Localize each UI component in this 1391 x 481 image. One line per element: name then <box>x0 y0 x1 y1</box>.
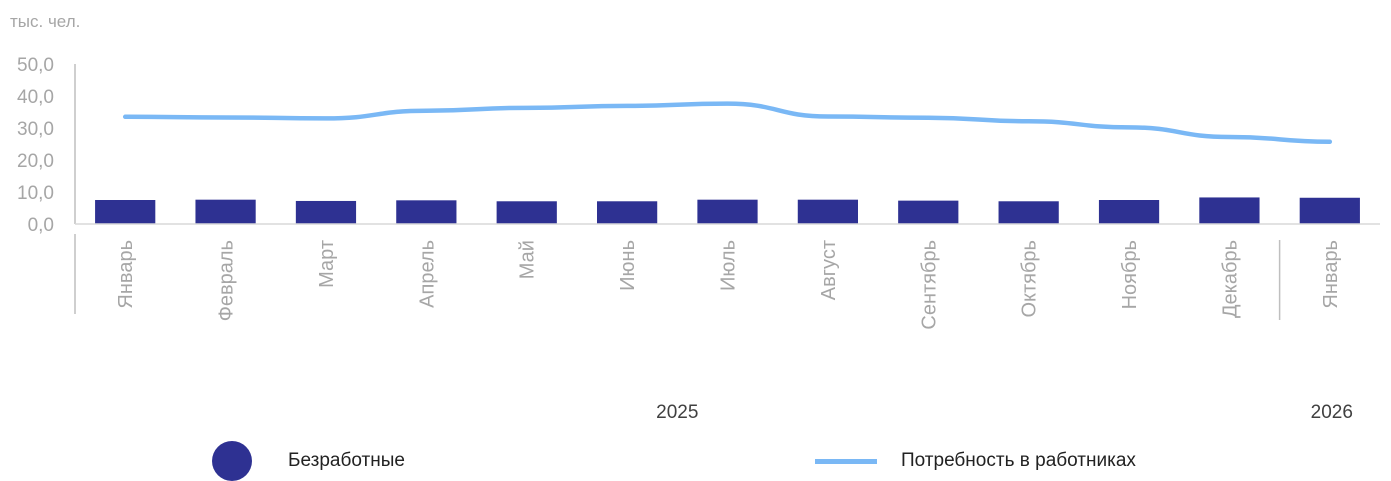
bar-unemployed <box>697 199 758 224</box>
x-category-label: Март <box>316 240 338 288</box>
x-category-label: Май <box>517 240 539 279</box>
bar-unemployed <box>998 201 1059 224</box>
bar-unemployed <box>1098 200 1160 224</box>
line-demand-point <box>1329 141 1331 143</box>
line-demand-point <box>1028 120 1030 122</box>
x-category-label: Октябрь <box>1019 240 1041 318</box>
legend-label-unemployed: Безработные <box>288 450 405 471</box>
y-tick-label: 20,0 <box>17 151 54 172</box>
bar-unemployed <box>496 201 557 224</box>
y-tick-label: 10,0 <box>17 183 54 204</box>
line-demand-point <box>1228 136 1230 138</box>
x-category-label: Апрель <box>416 240 438 308</box>
x-category-label: Сентябрь <box>918 240 940 330</box>
line-demand-point <box>425 110 427 112</box>
line-demand-point <box>1128 126 1130 128</box>
legend-item-unemployed: Безработные <box>212 441 405 481</box>
legend-swatch-demand <box>815 458 877 464</box>
y-tick-label: 30,0 <box>17 119 54 140</box>
x-category-label: Февраль <box>216 240 238 321</box>
x-category-label: Ноябрь <box>1119 240 1141 309</box>
line-demand-point <box>124 116 126 118</box>
y-tick-label: 40,0 <box>17 87 54 108</box>
x-category-label: Июль <box>718 240 740 291</box>
year-group-label: 2026 <box>1311 402 1353 423</box>
y-axis-unit-label: тыс. чел. <box>10 12 81 31</box>
line-demand-point <box>927 117 929 119</box>
bar-unemployed <box>898 200 959 224</box>
x-category-label: Июнь <box>617 240 639 291</box>
combo-chart: 0,0 10,0 20,0 30,0 40,0 50,0 Январь Февраль Март… <box>17 55 1380 423</box>
x-category-label: Декабрь <box>1219 240 1241 318</box>
bar-unemployed <box>597 201 658 224</box>
x-category-label: Январь <box>115 240 137 309</box>
line-demand-point <box>626 105 628 107</box>
bar-unemployed <box>396 200 457 224</box>
bar-unemployed <box>797 199 858 224</box>
bar-unemployed <box>1199 197 1260 224</box>
line-demand-point <box>526 107 528 109</box>
legend-item-demand: Потребность в работниках <box>815 446 1136 476</box>
bar-unemployed <box>295 200 357 224</box>
x-category-label: Август <box>818 240 840 300</box>
legend-swatch-unemployed <box>212 441 252 481</box>
line-demand-point <box>827 115 829 117</box>
year-group-label: 2025 <box>656 402 698 423</box>
line-demand-point <box>727 103 728 105</box>
line-demand-point <box>325 117 327 119</box>
y-tick-label: 0,0 <box>28 215 54 236</box>
line-demand <box>122 101 1333 145</box>
bar-unemployed <box>1299 197 1360 224</box>
legend-label-demand: Потребность в работниках <box>901 450 1136 471</box>
bar-unemployed <box>195 199 256 224</box>
y-tick-label: 50,0 <box>17 55 54 76</box>
x-category-label: Январь <box>1320 240 1342 309</box>
bar-unemployed <box>95 200 156 224</box>
line-demand-point <box>225 116 227 118</box>
